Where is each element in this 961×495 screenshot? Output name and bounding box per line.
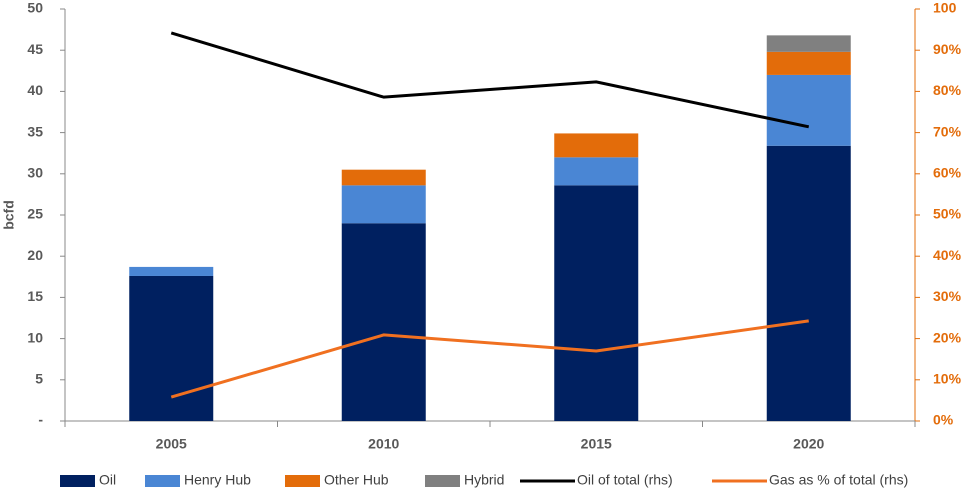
y-tick-label: 5 [35,371,43,387]
y-tick-label: 30 [27,165,43,181]
y2-tick-label: 70% [933,123,961,139]
bar-segment [554,157,639,186]
y-tick-label: 50 [27,0,43,16]
y-tick-label: 25 [27,206,43,222]
y-tick-label: 45 [27,41,43,57]
bar-segment [554,133,639,158]
bar-segment [129,266,214,276]
bar-segment [766,74,851,146]
legend-swatch [145,475,180,487]
y-tick-label: - [38,412,43,428]
x-tick-label: 2020 [793,436,824,452]
legend-label: Other Hub [324,472,389,488]
legend-swatch [425,475,460,487]
bar-segment [341,223,426,421]
y-tick-label: 10 [27,329,43,345]
y-tick-label: 20 [27,247,43,263]
line-series [170,319,809,399]
legend-label: Oil [99,472,116,488]
bar-segment [554,185,639,421]
y2-tick-label: 30% [933,288,961,304]
legend-label: Hybrid [464,472,504,488]
bar-segment [341,169,426,186]
y2-tick-label: 60% [933,165,961,181]
y2-tick-label: 80% [933,82,961,98]
y-tick-label: 40 [27,82,43,98]
y2-tick-label: 90% [933,41,961,57]
y2-tick-label: 50% [933,206,961,222]
legend-label: Henry Hub [184,472,251,488]
y2-tick-label: 20% [933,329,961,345]
bar-segment [341,185,426,224]
legend-label: Oil of total (rhs) [577,472,673,488]
bar-segment [766,51,851,75]
x-tick-label: 2010 [368,436,399,452]
y2-tick-label: 10% [933,371,961,387]
y-tick-label: 35 [27,123,43,139]
y-tick-label: 15 [27,288,43,304]
bar-segment [766,145,851,421]
legend-swatch [60,475,95,487]
legend-swatch [285,475,320,487]
y2-tick-label: 100 [933,0,957,16]
line-series [170,31,810,129]
y2-tick-label: 0% [933,412,954,428]
bar-segment [766,35,851,52]
bar-segment [129,275,214,421]
y-axis-label: bcfd [1,200,17,230]
y2-tick-label: 40% [933,247,961,263]
x-tick-label: 2015 [581,436,612,452]
legend-label: Gas as % of total (rhs) [769,472,908,488]
x-tick-label: 2005 [156,436,187,452]
